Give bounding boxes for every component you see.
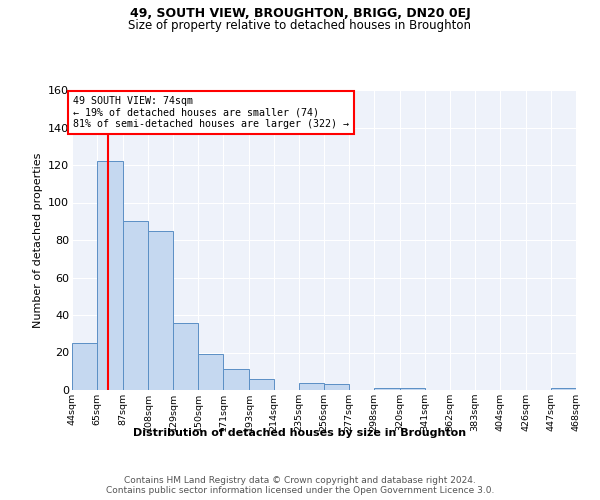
Bar bbox=[324, 384, 349, 390]
Bar bbox=[551, 388, 576, 390]
Text: Contains public sector information licensed under the Open Government Licence 3.: Contains public sector information licen… bbox=[106, 486, 494, 495]
Bar bbox=[97, 161, 123, 390]
Y-axis label: Number of detached properties: Number of detached properties bbox=[32, 152, 43, 328]
Bar bbox=[72, 343, 97, 390]
Text: 49, SOUTH VIEW, BROUGHTON, BRIGG, DN20 0EJ: 49, SOUTH VIEW, BROUGHTON, BRIGG, DN20 0… bbox=[130, 8, 470, 20]
Text: 49 SOUTH VIEW: 74sqm
← 19% of detached houses are smaller (74)
81% of semi-detac: 49 SOUTH VIEW: 74sqm ← 19% of detached h… bbox=[73, 96, 349, 129]
Bar bbox=[173, 322, 198, 390]
Text: Distribution of detached houses by size in Broughton: Distribution of detached houses by size … bbox=[133, 428, 467, 438]
Bar bbox=[123, 221, 148, 390]
Bar bbox=[223, 370, 249, 390]
Bar bbox=[198, 354, 223, 390]
Text: Size of property relative to detached houses in Broughton: Size of property relative to detached ho… bbox=[128, 18, 472, 32]
Bar bbox=[249, 379, 274, 390]
Bar bbox=[374, 388, 400, 390]
Bar bbox=[148, 230, 173, 390]
Bar bbox=[400, 388, 425, 390]
Bar bbox=[299, 382, 324, 390]
Text: Contains HM Land Registry data © Crown copyright and database right 2024.: Contains HM Land Registry data © Crown c… bbox=[124, 476, 476, 485]
